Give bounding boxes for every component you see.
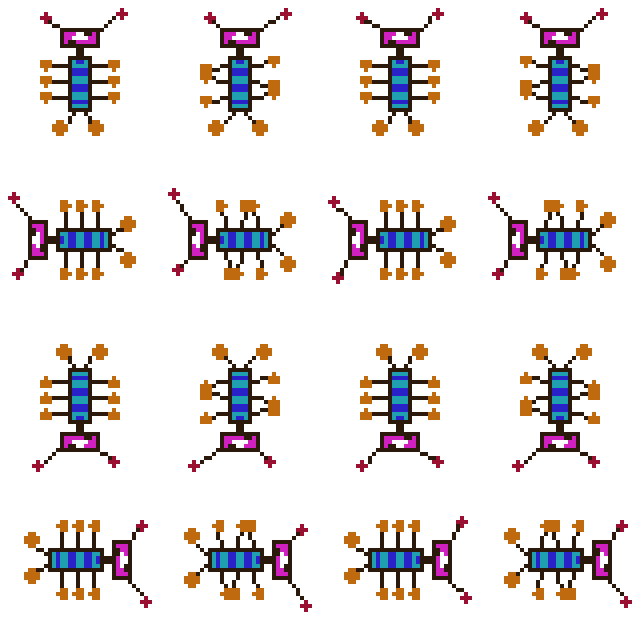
sprite-frame-up-4 xyxy=(512,344,600,472)
beetle-sprite xyxy=(512,344,600,472)
sprite-frame-right-1 xyxy=(8,192,136,280)
sprite-frame-up-2 xyxy=(188,344,280,472)
sprite-frame-right-4 xyxy=(488,192,616,280)
beetle-sprite xyxy=(356,8,444,136)
sprite-frame-up-1 xyxy=(32,344,120,472)
beetle-sprite xyxy=(184,520,312,612)
sprite-frame-down-1 xyxy=(40,8,128,136)
sprite-frame-left-3 xyxy=(344,516,472,604)
sprite-frame-down-2 xyxy=(200,8,292,136)
sprite-frame-right-3 xyxy=(328,196,456,284)
sprite-frame-up-3 xyxy=(356,344,444,472)
beetle-sprite xyxy=(344,516,472,604)
sprite-frame-down-4 xyxy=(520,8,608,136)
beetle-sprite xyxy=(200,8,292,136)
sprite-frame-right-2 xyxy=(168,188,296,280)
beetle-sprite xyxy=(24,520,152,608)
beetle-sprite xyxy=(504,520,632,608)
beetle-sprite xyxy=(328,196,456,284)
sprite-frame-down-3 xyxy=(356,8,444,136)
sprite-frame-left-4 xyxy=(504,520,632,608)
beetle-sprite xyxy=(356,344,444,472)
beetle-sprite xyxy=(520,8,608,136)
beetle-sprite xyxy=(488,192,616,280)
beetle-sprite xyxy=(32,344,120,472)
beetle-sprite xyxy=(40,8,128,136)
beetle-sprite xyxy=(8,192,136,280)
beetle-sprite xyxy=(188,344,280,472)
beetle-sprite xyxy=(168,188,296,280)
sprite-frame-left-1 xyxy=(24,520,152,608)
sprite-frame-left-2 xyxy=(184,520,312,612)
